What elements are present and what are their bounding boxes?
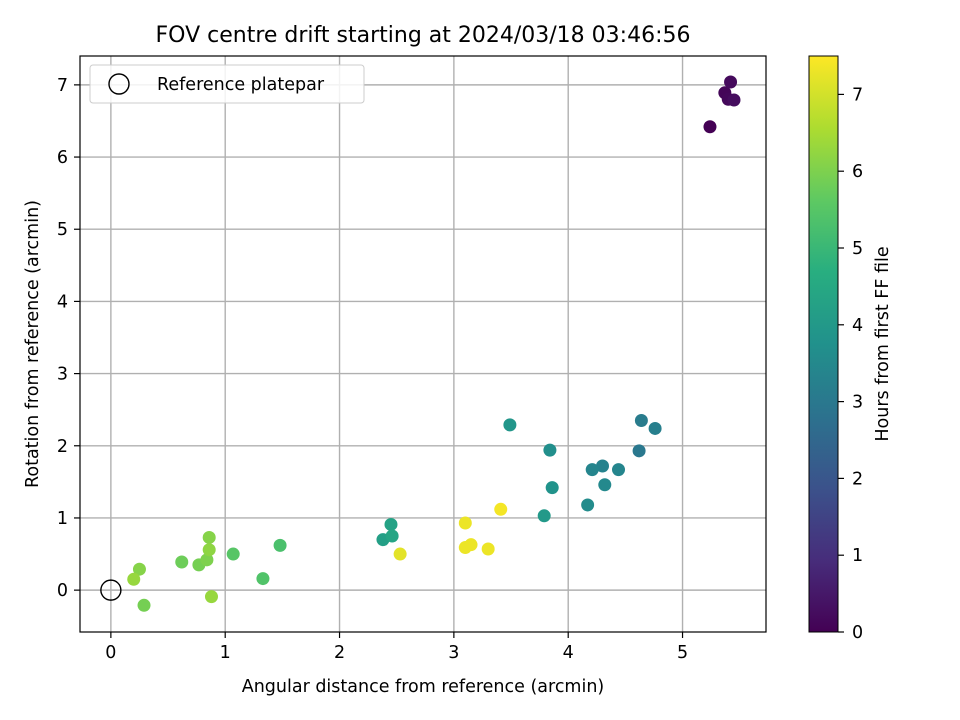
x-tick-label: 3 (448, 643, 459, 663)
data-point (598, 478, 612, 492)
data-point (724, 75, 738, 89)
data-point (537, 509, 551, 523)
grid (80, 56, 766, 632)
colorbar-label: Hours from first FF file (873, 246, 893, 441)
data-point (464, 538, 478, 552)
colorbar-ticks: 0 1 2 3 4 5 6 7 (838, 85, 863, 643)
colorbar-tick-label: 2 (852, 469, 863, 489)
x-tick-label: 5 (677, 643, 688, 663)
legend: Reference platepar (89, 64, 365, 104)
data-point (648, 421, 662, 435)
y-tick-label: 1 (57, 509, 68, 529)
data-point (200, 553, 214, 567)
x-tick-label: 0 (105, 643, 116, 663)
data-point (385, 529, 399, 543)
data-point (175, 555, 189, 569)
y-tick-label: 3 (57, 365, 68, 385)
y-tick-label: 5 (57, 220, 68, 240)
data-point (494, 502, 508, 516)
colorbar-tick-label: 7 (852, 85, 863, 105)
legend-box (89, 64, 365, 104)
y-tick-label: 4 (57, 292, 68, 312)
data-point (127, 572, 141, 586)
colorbar-tick-label: 5 (852, 239, 863, 259)
data-point (503, 418, 517, 432)
data-point (585, 463, 599, 477)
legend-entry-label: Reference platepar (157, 75, 325, 95)
y-tick-label: 7 (57, 76, 68, 96)
data-point (384, 517, 398, 531)
x-tick-label: 1 (220, 643, 231, 663)
data-point (612, 463, 626, 477)
data-point (596, 459, 610, 473)
y-tick-label: 6 (57, 148, 68, 168)
y-tick-label: 0 (57, 581, 68, 601)
data-point (202, 530, 216, 544)
data-point (545, 481, 559, 495)
data-point (132, 562, 146, 576)
colorbar-tick-label: 3 (852, 393, 863, 413)
reference-point-marker (100, 579, 122, 601)
data-point (634, 414, 648, 428)
colorbar-tick-label: 6 (852, 162, 863, 182)
chart-title: FOV centre drift starting at 2024/03/18 … (156, 23, 691, 48)
data-point (226, 547, 240, 561)
x-tick-label: 4 (563, 643, 574, 663)
data-point (481, 542, 495, 556)
colorbar-gradient (808, 55, 839, 633)
data-point (202, 543, 216, 557)
data-point (204, 590, 218, 604)
colorbar-tick-label: 0 (852, 623, 863, 643)
data-point (581, 498, 595, 512)
data-point (703, 120, 717, 134)
x-tick-label: 2 (334, 643, 345, 663)
data-point (273, 538, 287, 552)
data-point (632, 444, 646, 458)
axis-ticks: 0 1 2 3 4 5 0 1 2 3 4 5 6 7 (57, 76, 688, 663)
legend-reference-marker (108, 73, 130, 95)
data-point (256, 572, 270, 586)
data-point (458, 516, 472, 530)
y-axis-label: Rotation from reference (arcmin) (23, 200, 43, 488)
colorbar: 0 1 2 3 4 5 6 7 Hours from first FF file (808, 55, 893, 643)
data-point (393, 547, 407, 561)
colorbar-tick-label: 1 (852, 546, 863, 566)
data-point (137, 598, 151, 612)
y-tick-label: 2 (57, 437, 68, 457)
colorbar-tick-label: 4 (852, 316, 863, 336)
data-point (727, 93, 741, 107)
x-axis-label: Angular distance from reference (arcmin) (242, 677, 605, 697)
data-points (100, 75, 741, 612)
plot-frame (79, 55, 767, 633)
data-point (543, 443, 557, 457)
